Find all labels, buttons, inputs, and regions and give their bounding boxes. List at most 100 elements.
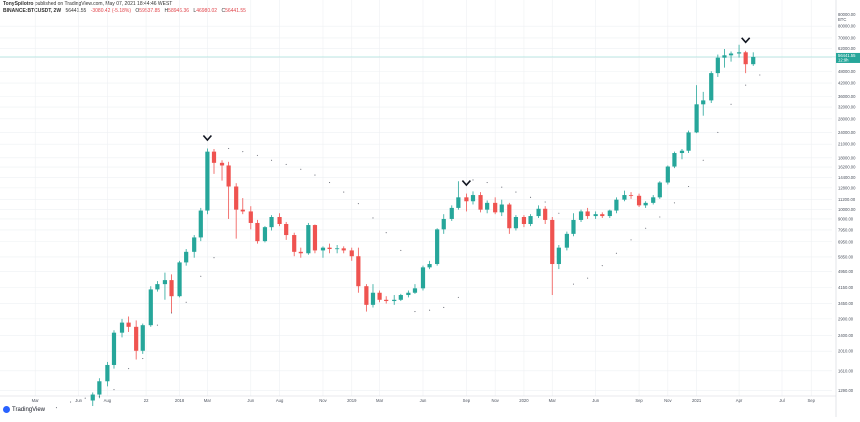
psar-dot <box>142 357 144 360</box>
candle-up <box>192 237 197 252</box>
low-value: 46980.02 <box>196 8 218 14</box>
candle-up <box>665 166 670 183</box>
psar-dot <box>314 174 316 176</box>
psar-dot <box>98 396 100 398</box>
y-tick-label: 2010.00 <box>838 349 854 354</box>
candle-up <box>564 233 569 248</box>
tradingview-footer[interactable]: TradingView <box>3 406 45 413</box>
y-tick-label: 36000.00 <box>838 94 856 99</box>
candle-up <box>162 280 168 285</box>
candle-up <box>398 295 403 300</box>
brand-name: TradingView <box>12 406 46 413</box>
psar-dot <box>745 84 747 86</box>
candle-down <box>600 214 605 217</box>
candle-up <box>140 325 145 351</box>
candle-up <box>406 292 411 296</box>
x-tick-label: Jun <box>75 398 82 403</box>
candle-down <box>277 217 282 224</box>
candle-up <box>441 218 446 230</box>
candle-up <box>184 251 189 263</box>
symbol-name: BINANCE:BTCUSDT, 2W <box>3 8 62 14</box>
psar-dot <box>457 296 459 298</box>
candle-down <box>234 186 239 210</box>
x-tick-label: Jun <box>592 398 599 403</box>
psar-dot <box>414 311 416 313</box>
candle-up <box>657 182 662 198</box>
candle-up <box>306 225 311 254</box>
candle-up <box>485 202 490 210</box>
candle-up <box>694 104 699 133</box>
candle-up <box>470 195 476 202</box>
candle-up <box>728 53 734 56</box>
change-value: -3080.42 (-5.18%) <box>90 8 132 14</box>
candle-up <box>571 219 576 234</box>
psar-dot <box>113 389 115 391</box>
psar-dot <box>659 216 661 218</box>
symbol-info: BINANCE:BTCUSDT, 2W 56441.55 -3080.42 (-… <box>3 8 246 15</box>
y-tick-label: 2400.00 <box>838 333 854 338</box>
candle-up <box>262 227 268 242</box>
psar-dot <box>256 154 258 156</box>
psar-dot <box>572 283 575 285</box>
candle-up <box>97 381 102 395</box>
candle-up <box>709 73 714 101</box>
published-text: published on TradingView.com, May 07, 20… <box>33 1 173 7</box>
close-value: 56441.55 <box>225 8 246 14</box>
psar-dot <box>702 159 704 161</box>
candle-up <box>412 288 418 293</box>
y-tick-label: 28000.00 <box>838 116 856 121</box>
axis-top-label: BTC <box>838 17 846 22</box>
psar-dot <box>170 312 173 314</box>
candle-up <box>607 210 612 217</box>
peak-chevron-marker <box>741 37 751 44</box>
candle-up <box>651 197 656 203</box>
x-tick-label: Nov <box>491 398 499 403</box>
x-tick-label: Apr <box>736 398 743 403</box>
psar-dot <box>70 401 72 403</box>
y-tick-label: 32000.00 <box>838 105 856 110</box>
psar-dot <box>515 191 517 193</box>
y-tick-label: 9000.00 <box>838 216 854 221</box>
psar-dot <box>84 397 86 399</box>
candle-up <box>90 394 95 401</box>
candle-up <box>105 364 110 382</box>
candle-down <box>521 217 527 224</box>
y-tick-label: 5850.00 <box>838 254 854 259</box>
candle-up <box>736 52 742 54</box>
psar-dot <box>343 191 345 193</box>
y-tick-label: 11200.00 <box>838 197 856 202</box>
x-tick-label: 2021 <box>692 398 702 403</box>
high-label: H <box>164 8 169 14</box>
candle-up <box>148 289 153 326</box>
psar-dot <box>601 265 603 267</box>
candle-down <box>478 195 483 210</box>
candle-down <box>493 202 498 213</box>
psar-dot <box>228 147 230 150</box>
candle-up <box>513 217 519 229</box>
candle-up <box>593 214 598 217</box>
psar-dot <box>128 368 130 370</box>
candle-down <box>169 280 174 297</box>
x-tick-label: Jul <box>779 398 784 403</box>
candle-down <box>292 235 297 252</box>
psar-dot <box>501 186 503 188</box>
psar-dot <box>472 179 474 181</box>
psar-dot <box>630 239 632 241</box>
candle-down <box>327 247 332 250</box>
candle-up <box>536 208 541 217</box>
y-tick-label: 1290.00 <box>838 388 854 393</box>
psar-dot <box>185 301 187 303</box>
psar-dot <box>673 202 675 204</box>
publish-info: TonySpilotro published on TradingView.co… <box>3 1 246 8</box>
psar-dot <box>443 306 445 309</box>
y-tick-label: 2900.00 <box>838 316 854 321</box>
y-tick-label: 48000.00 <box>838 69 856 74</box>
candle-up <box>715 57 720 74</box>
high-value: 58946.36 <box>168 8 190 14</box>
candle-up <box>622 195 627 200</box>
psar-dot <box>587 277 589 279</box>
psar-dot <box>429 309 431 311</box>
y-tick-label: 3450.00 <box>838 301 854 306</box>
